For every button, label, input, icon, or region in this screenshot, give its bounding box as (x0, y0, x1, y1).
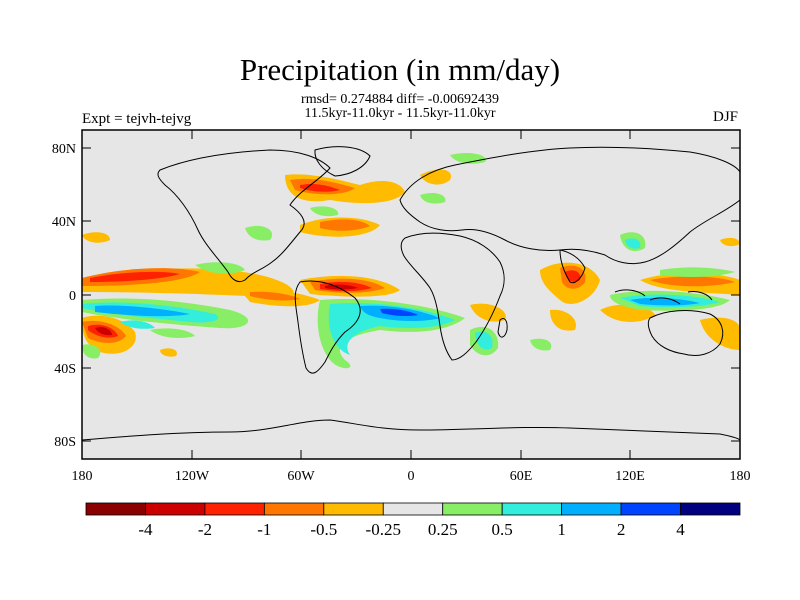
anomaly-fields (82, 152, 740, 369)
eurasia-outline (399, 146, 740, 265)
colorbar-label: 0.5 (492, 520, 513, 539)
colorbar: -4 -2 -1 -0.5 -0.25 0.25 0.5 1 2 4 (85, 502, 741, 539)
positive-anomaly-severe (380, 308, 418, 317)
colorbar-label: 4 (676, 520, 685, 539)
colorbar-swatch (442, 502, 503, 516)
lat-label-80n: 80N (52, 142, 76, 157)
colorbar-label: -4 (138, 520, 153, 539)
colorbar-label: 1 (557, 520, 566, 539)
colorbar-label: -1 (257, 520, 271, 539)
coastlines (82, 146, 740, 441)
colorbar-swatch (382, 502, 444, 516)
colorbar-swatch (263, 502, 325, 516)
period-line: 11.5kyr-11.0kyr - 11.5kyr-11.0kyr (304, 106, 496, 121)
colorbar-label: -0.25 (366, 520, 401, 539)
rmsd-diff-line: rmsd= 0.274884 diff= -0.00692439 (301, 92, 499, 107)
colorbar-label: 0.25 (428, 520, 458, 539)
antarctica-outline (82, 419, 740, 441)
maritime-continent-outline (614, 289, 713, 305)
colorbar-swatch (85, 502, 146, 516)
colorbar-swatch (501, 502, 563, 516)
north-america-outline (157, 149, 331, 283)
lon-label-60w: 60W (287, 469, 315, 484)
colorbar-swatch (145, 502, 206, 516)
lon-label-0: 0 (408, 469, 415, 484)
africa-outline (400, 232, 505, 361)
lat-label-80s: 80S (54, 435, 76, 450)
stats-text: rmsd= 0.274884 diff= -0.00692439 11.5kyr… (0, 93, 800, 121)
greenland-outline (314, 146, 371, 177)
lat-label-40s: 40S (54, 362, 76, 377)
madagascar-outline (497, 317, 508, 338)
longitude-axis: 180 120W 60W 0 60E 120E 180 (72, 130, 751, 484)
colorbar-swatch (620, 502, 681, 516)
colorbar-label: -0.5 (310, 520, 337, 539)
lat-label-40n: 40N (52, 215, 76, 230)
colorbar-swatch (204, 502, 265, 516)
experiment-label: Expt = tejvh-tejvg (82, 111, 192, 127)
lon-label-180-left: 180 (72, 469, 93, 484)
colorbar-swatch (561, 502, 622, 516)
season-label: DJF (712, 109, 738, 125)
colorbar-swatch (323, 502, 384, 516)
lon-label-60e: 60E (510, 469, 533, 484)
lon-label-180-right: 180 (730, 469, 751, 484)
colorbar-label: 2 (617, 520, 626, 539)
lon-label-120w: 120W (175, 469, 210, 484)
latitude-axis: 80N 40N 0 40S 80S (52, 142, 740, 450)
india-outline (559, 249, 586, 284)
lon-label-120e: 120E (615, 469, 645, 484)
south-america-outline (294, 280, 361, 374)
colorbar-swatch (680, 502, 741, 516)
colorbar-label: -2 (198, 520, 212, 539)
australia-outline (647, 310, 724, 357)
lat-label-0: 0 (69, 289, 76, 304)
plot-title: Precipitation (in mm/day) (239, 52, 561, 87)
